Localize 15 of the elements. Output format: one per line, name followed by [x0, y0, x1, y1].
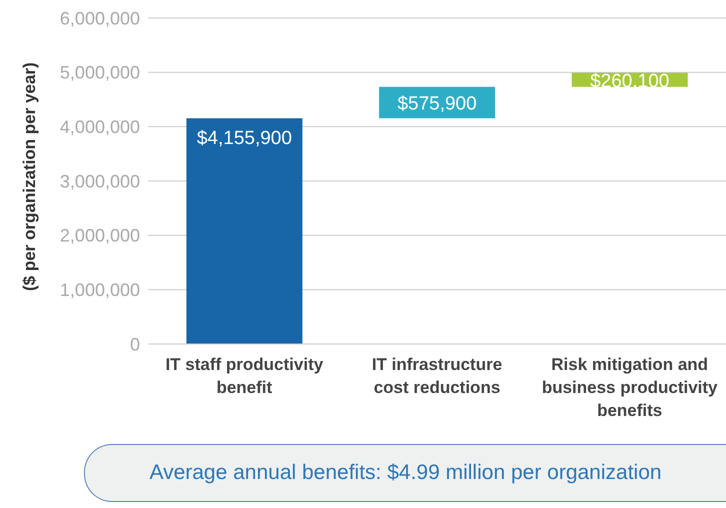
y-tick-label: 2,000,000: [60, 226, 140, 246]
x-tick-label: Risk mitigation and business productivity benefits: [542, 355, 718, 420]
data-label: $260,100: [590, 70, 670, 92]
y-tick-label: 4,000,000: [60, 117, 140, 138]
y-tick-label: 1,000,000: [60, 280, 140, 300]
y-tick-label: 0: [130, 334, 140, 354]
bar: [186, 118, 302, 344]
y-axis-title: ($ per organization per year): [20, 62, 40, 291]
y-tick-label: 3,000,000: [60, 171, 140, 192]
y-tick-label: 5,000,000: [60, 62, 140, 83]
data-label: $4,155,900: [196, 128, 292, 150]
x-tick-label: IT staff productivity benefit: [165, 355, 324, 397]
y-tick-label: 6,000,000: [60, 8, 140, 28]
data-label: $575,900: [397, 94, 477, 115]
x-tick-label: IT infrastructure cost reductions: [372, 355, 502, 397]
